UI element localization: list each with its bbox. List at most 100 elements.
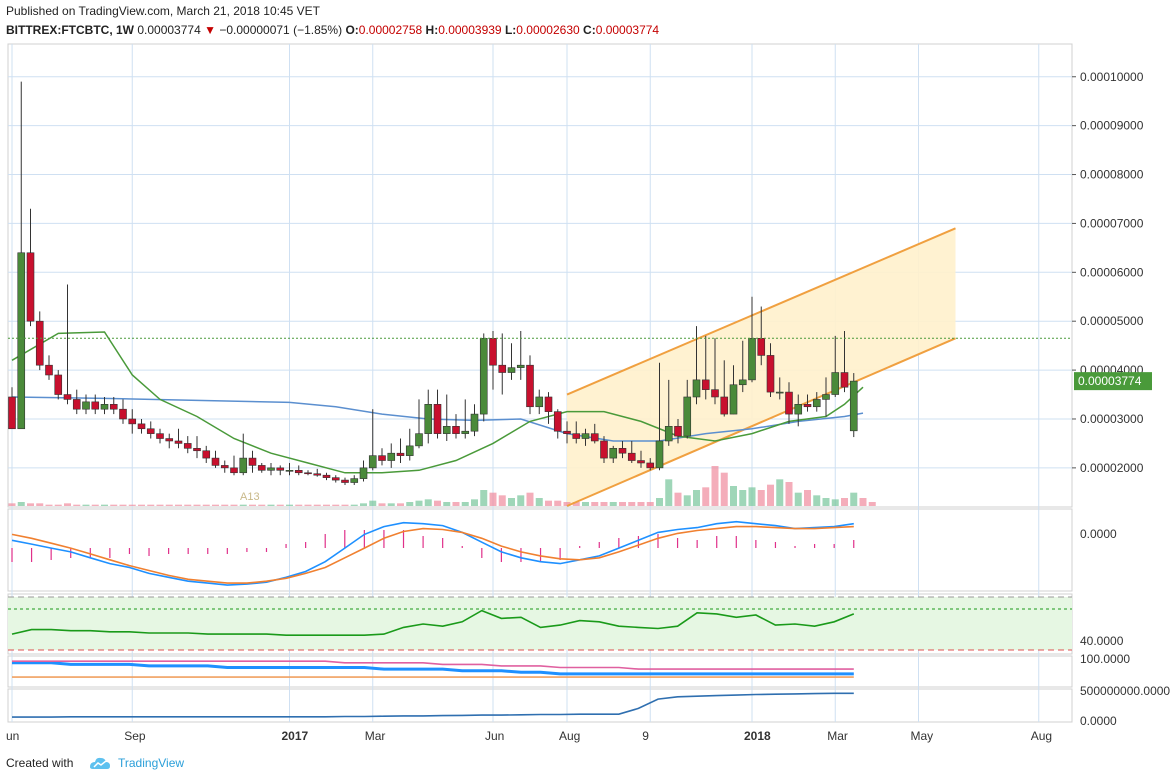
candle-body	[738, 379, 747, 386]
candle-body	[109, 404, 118, 410]
price-tick-label: 0.00008000	[1080, 168, 1144, 182]
volume-bar	[230, 504, 238, 506]
candle-body	[424, 404, 433, 434]
chart-header: Published on TradingView.com, March 21, …	[0, 0, 1171, 40]
candle-body	[563, 430, 571, 434]
candle-body	[849, 380, 858, 432]
volume-bar	[720, 472, 728, 506]
low-value: 0.00002630	[516, 23, 580, 37]
candle-body	[516, 364, 525, 368]
volume-bar	[831, 499, 839, 506]
candle-body	[91, 401, 100, 410]
volume-bar	[563, 502, 571, 506]
price-change: −0.00000071 (−1.85%)	[219, 23, 343, 37]
volume-bar	[193, 504, 201, 506]
candle-body	[692, 379, 701, 398]
open-label: O:	[345, 23, 359, 37]
candle-body	[294, 470, 303, 474]
candle-body	[526, 364, 534, 408]
volume-bar	[424, 499, 432, 506]
candle-body	[119, 408, 127, 420]
volume-bar	[693, 490, 700, 506]
indicator-tick-label: 0.0000	[1080, 527, 1117, 541]
candle-body	[313, 473, 322, 476]
candle-body	[553, 411, 562, 432]
volume-bar	[165, 504, 173, 506]
candle-body	[479, 338, 488, 415]
down-arrow-icon: ▼	[204, 23, 216, 37]
time-tick-label: 2018	[744, 729, 771, 743]
volume-bar	[794, 492, 802, 506]
candle-body	[137, 423, 146, 430]
volume-bar	[646, 502, 654, 506]
created-with-label: Created with	[6, 756, 74, 770]
candle-body	[174, 440, 183, 444]
price-tick-label: 0.00005000	[1080, 314, 1144, 328]
volume-bar	[804, 490, 811, 506]
close-label: C:	[583, 23, 596, 37]
volume-bar	[406, 502, 414, 506]
volume-bar	[249, 504, 256, 506]
time-tick-label: un	[6, 729, 19, 743]
volume-bar	[267, 504, 275, 506]
time-tick-label: 2017	[282, 729, 309, 743]
volume-bar	[619, 502, 626, 506]
indicator-series-line	[11, 609, 855, 636]
candle-body	[600, 440, 608, 459]
indicator-tick-label: 100.0000	[1080, 652, 1130, 666]
last-price-label: 0.00003774	[1078, 374, 1142, 388]
volume-bar	[360, 503, 367, 506]
volume-bar	[128, 504, 136, 506]
tradingview-brand[interactable]: TradingView	[118, 756, 185, 770]
indicator-series-line	[12, 692, 854, 718]
candle-body	[387, 452, 396, 461]
candle-body	[748, 338, 756, 381]
volume-bar	[387, 503, 395, 506]
candle-body	[609, 448, 618, 459]
volume-bar	[276, 504, 284, 506]
candle-body	[433, 404, 442, 434]
volume-bar	[554, 500, 562, 506]
rsi-band	[8, 597, 1072, 650]
candle-body	[146, 428, 155, 434]
volume-bar	[656, 498, 663, 506]
indicator-tick-label: 500000000.0000	[1080, 684, 1170, 698]
candle-body	[812, 399, 821, 408]
candle-body	[544, 396, 553, 412]
volume-bar	[45, 504, 53, 506]
volume-bar	[767, 484, 774, 506]
tradingview-cloud-icon	[90, 757, 110, 769]
volume-bar	[452, 502, 460, 506]
candle-body	[156, 433, 164, 439]
volume-bar	[489, 492, 497, 506]
chart-canvas[interactable]: 0.00010000 0.00009000 0.00008000 0.00007000…	[0, 40, 1171, 748]
candle-body	[26, 252, 35, 322]
annotation-label: A13	[240, 491, 260, 503]
candle-body	[276, 467, 285, 471]
candle-body	[128, 418, 137, 425]
volume-bar	[82, 504, 90, 506]
volume-bar	[480, 490, 488, 506]
price-tick-label: 0.00006000	[1080, 265, 1144, 279]
close-value: 0.00003774	[595, 23, 660, 37]
candle-body	[285, 470, 294, 472]
candle-body	[100, 404, 109, 410]
price-tick-label: 0.00002000	[1080, 461, 1144, 475]
volume-bar	[813, 495, 821, 506]
volume-bar	[313, 504, 321, 506]
candle-body	[766, 355, 775, 393]
volume-bar	[785, 482, 793, 506]
candle-body	[230, 467, 238, 474]
volume-bar	[202, 504, 210, 506]
volume-bar	[517, 495, 525, 506]
volume-bar	[175, 504, 182, 506]
volume-bar	[461, 502, 469, 506]
candle-body	[498, 364, 507, 373]
volume-bar	[572, 502, 580, 506]
candle-body	[442, 426, 451, 434]
volume-bar	[304, 504, 312, 506]
price-tick-label: 0.00010000	[1080, 70, 1144, 84]
candle-body	[183, 443, 192, 449]
volume-bar	[776, 479, 784, 506]
high-value: 0.00003939	[438, 23, 502, 37]
